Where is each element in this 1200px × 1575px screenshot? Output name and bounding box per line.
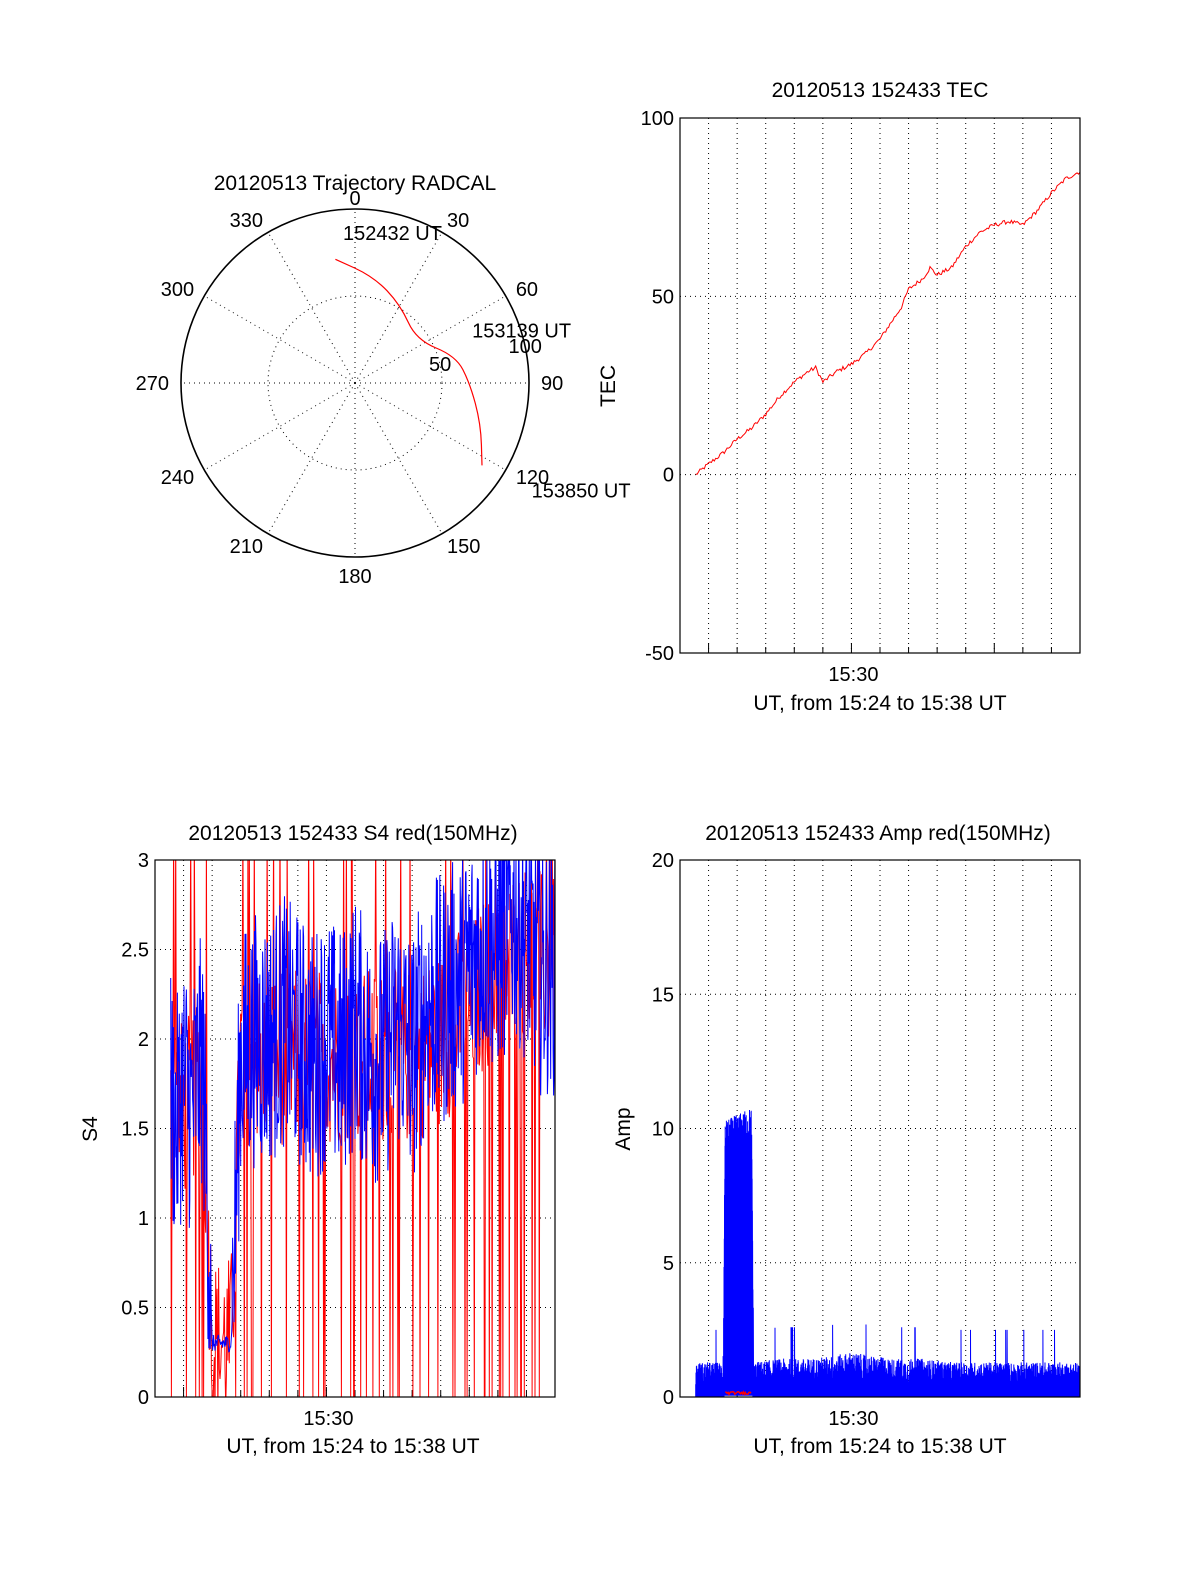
polar-inner-circle — [267, 295, 443, 471]
polar-annotations: 152432 UT 153139 UT 153850 UT — [343, 223, 631, 502]
amp-panel: 20120513 152433 Amp red(150MHz) 0 5 10 15 20… — [612, 822, 1081, 1458]
s4-ytick-label: 0 — [138, 1387, 149, 1409]
s4-title: 20120513 152433 S4 red(150MHz) — [188, 822, 517, 845]
polar-radial-label: 50 — [429, 354, 451, 376]
trajectory-time-label: 153850 UT — [532, 481, 631, 503]
polar-azimuth-label: 270 — [136, 373, 169, 395]
tec-ylabel: TEC — [597, 365, 620, 407]
s4-ytick-label: 1.5 — [121, 1119, 149, 1141]
amp-ylabel: Amp — [612, 1107, 635, 1150]
polar-spoke — [204, 295, 356, 384]
s4-ytick-label: 2.5 — [121, 940, 149, 962]
polar-radial-label: 100 — [509, 336, 542, 358]
polar-azimuth-label: 240 — [161, 467, 194, 489]
polar-azimuth-label: 150 — [447, 536, 480, 558]
s4-ytick-label: 3 — [138, 850, 149, 872]
polar-spoke — [267, 232, 356, 384]
s4-ytick-label: 2 — [138, 1029, 149, 1051]
s4-ytick-label: 0.5 — [121, 1298, 149, 1320]
tec-ytick-label: 0 — [663, 465, 674, 487]
tec-title: 20120513 152433 TEC — [772, 79, 989, 102]
s4-ytick-label: 1 — [138, 1208, 149, 1230]
polar-title: 20120513 Trajectory RADCAL — [214, 172, 497, 195]
polar-azimuth-label: 210 — [230, 536, 263, 558]
polar-azimuth-label: 0 — [349, 188, 360, 210]
tec-xlabel: UT, from 15:24 to 15:38 UT — [753, 692, 1006, 715]
trajectory-time-label: 152432 UT — [343, 223, 442, 245]
polar-spoke — [354, 295, 506, 384]
amp-x-ticks: 15:30 — [828, 1408, 878, 1430]
tec-frame — [679, 117, 1081, 654]
s4-panel: 20120513 152433 S4 red(150MHz) 0 0.5 1 1.5 2… — [79, 822, 556, 1458]
amp-red-series — [725, 1390, 752, 1396]
amp-title: 20120513 152433 Amp red(150MHz) — [705, 822, 1051, 845]
polar-azimuth-label: 300 — [161, 279, 194, 301]
polar-spoke — [354, 232, 443, 384]
s4-blue-series — [170, 860, 555, 1353]
polar-radial-labels: 50 100 — [429, 336, 542, 376]
tec-grid — [680, 118, 1080, 653]
s4-xlabel: UT, from 15:24 to 15:38 UT — [226, 1435, 479, 1458]
tec-series — [695, 171, 1080, 475]
amp-series — [695, 1109, 1080, 1397]
amp-blue-series — [695, 1109, 1080, 1397]
polar-outer-circle — [180, 208, 530, 558]
tec-series-line — [695, 171, 1080, 475]
polar-azimuth-label: 180 — [338, 566, 371, 588]
polar-trajectory — [335, 258, 483, 466]
amp-frame — [679, 859, 1081, 1398]
tec-ytick-label: 100 — [641, 108, 674, 130]
polar-azimuth-label: 330 — [230, 210, 263, 232]
polar-azimuth-label: 60 — [516, 279, 538, 301]
polar-azimuth-label: 90 — [541, 373, 563, 395]
polar-spoke — [354, 382, 443, 534]
polar-spoke — [354, 382, 506, 471]
polar-spoke — [204, 382, 356, 471]
s4-y-ticks: 0 0.5 1 1.5 2 2.5 3 — [121, 850, 149, 1409]
tec-ytick-label: 50 — [652, 286, 674, 308]
amp-ytick-label: 15 — [652, 984, 674, 1006]
tec-x-ticks: 15:30 — [828, 664, 878, 686]
trajectory-line — [335, 258, 483, 466]
tec-y-ticks: -50 0 50 100 — [641, 108, 674, 665]
polar-azimuth-labels: 0 30 60 90 120 150 180 210 240 270 300 330 — [136, 188, 564, 588]
amp-ytick-label: 5 — [663, 1253, 674, 1275]
polar-azimuth-label: 30 — [447, 210, 469, 232]
amp-xtick-label: 15:30 — [828, 1408, 878, 1430]
s4-xtick-label: 15:30 — [303, 1408, 353, 1430]
tec-xtick-label: 15:30 — [828, 664, 878, 686]
s4-frame — [154, 859, 556, 1398]
polar-spoke — [267, 382, 356, 534]
amp-y-ticks: 0 5 10 15 20 — [652, 850, 674, 1409]
tec-ytick-label: -50 — [645, 643, 674, 665]
amp-ytick-label: 10 — [652, 1119, 674, 1141]
polar-grid — [180, 208, 530, 558]
amp-ytick-label: 20 — [652, 850, 674, 872]
s4-series — [170, 860, 555, 1397]
polar-panel: 20120513 Trajectory RADCAL 0 30 60 90 120 150… — [136, 172, 631, 588]
amp-ytick-label: 0 — [663, 1387, 674, 1409]
polar-azimuth-label: 120 — [516, 467, 549, 489]
s4-x-ticks: 15:30 — [303, 1408, 353, 1430]
trajectory-time-label: 153139 UT — [472, 321, 571, 343]
amp-xlabel: UT, from 15:24 to 15:38 UT — [753, 1435, 1006, 1458]
s4-ylabel: S4 — [79, 1116, 102, 1142]
